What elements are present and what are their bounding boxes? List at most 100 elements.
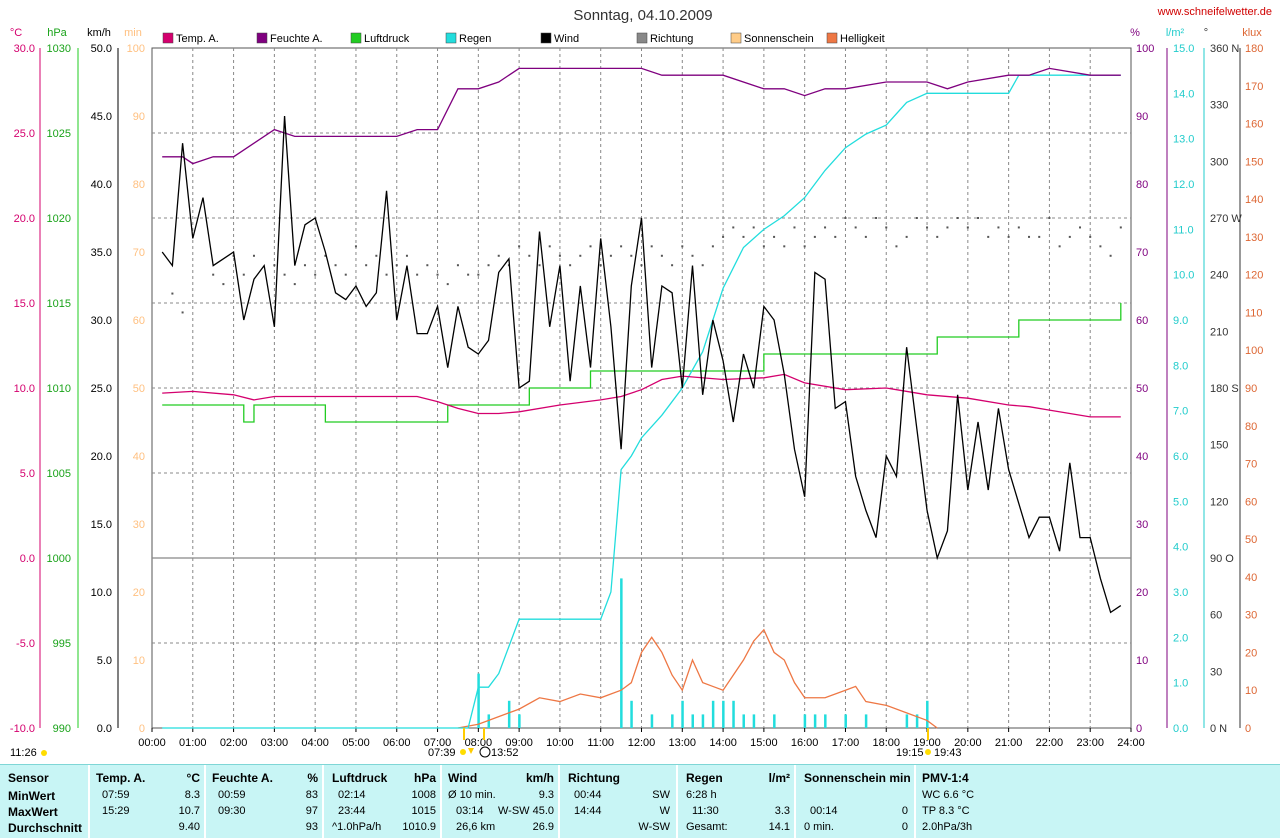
direction-point [650, 245, 653, 248]
direction-point [354, 245, 357, 248]
direction-point [283, 273, 286, 276]
direction-point [538, 264, 541, 267]
rain-axis-tick: 0.0 [1173, 723, 1188, 735]
sun-axis-tick: 30 [133, 519, 145, 531]
direction-point [487, 264, 490, 267]
wind-axis-unit: km/h [87, 27, 111, 39]
direction-point [1089, 235, 1092, 238]
rain-axis-tick: 13.0 [1173, 134, 1194, 146]
direction-point [885, 226, 888, 229]
direction-point [344, 273, 347, 276]
direction-point [477, 273, 480, 276]
humidity-axis-unit: % [1130, 27, 1140, 39]
lux-axis-tick: 130 [1245, 232, 1263, 244]
pressure-max-time: 23:44 [338, 805, 366, 817]
direction-header: Richtung [568, 771, 620, 785]
rain-axis-unit: l/m² [1166, 27, 1185, 39]
rain-axis-tick: 4.0 [1173, 542, 1188, 554]
regen-line [162, 74, 1121, 729]
time-tick: 10:00 [546, 737, 574, 749]
stats-wind: Wind km/h Ø 10 min. 9.3 03:14 W-SW 45.0 … [440, 765, 560, 838]
direction-point [1007, 235, 1010, 238]
direction-point [558, 254, 561, 257]
lux-axis-tick: 170 [1245, 81, 1263, 93]
pressure-avg-value: 1010.9 [402, 821, 436, 833]
sunshine-total-label: 0 min. [804, 821, 834, 833]
temp-axis-tick: 25.0 [14, 128, 35, 140]
rain-duration: 6:28 h [686, 789, 717, 801]
sun-moon-marks: 11:26 07:39 13:52 19:15 19:43 [10, 728, 962, 759]
humidity-axis-tick: 60 [1136, 315, 1148, 327]
direction-point [589, 245, 592, 248]
direction-point [1058, 245, 1061, 248]
direction-point [416, 273, 419, 276]
time-tick: 00:00 [138, 737, 166, 749]
luftdruck-line [162, 303, 1122, 423]
rain-bar [905, 714, 909, 728]
direction-point [375, 254, 378, 257]
wind-avg-value: 26.9 [532, 821, 554, 833]
direction-axis-tick: 150 [1210, 440, 1228, 452]
legend-swatch [256, 32, 268, 44]
lux-axis-tick: 40 [1245, 572, 1257, 584]
stats-labels: Sensor MinWert MaxWert Durchschnitt [0, 765, 88, 838]
time-tick: 20:00 [954, 737, 982, 749]
wind-axis-tick: 40.0 [91, 179, 112, 191]
direction-point [303, 264, 306, 267]
rain-axis-tick: 1.0 [1173, 678, 1188, 690]
lux-axis-tick: 60 [1245, 496, 1257, 508]
rain-bar [477, 673, 480, 728]
direction-point [742, 235, 745, 238]
direction-point [1068, 235, 1071, 238]
direction-point [181, 311, 184, 314]
rain-bar [507, 700, 511, 728]
time-tick: 15:00 [750, 737, 778, 749]
direction-point [1028, 235, 1031, 238]
site-link[interactable]: www.schneifelwetter.de [1157, 6, 1272, 18]
legend-swatch [826, 32, 838, 44]
direction-axis-tick: 240 [1210, 270, 1228, 282]
temp-avg-value: 9.40 [178, 821, 200, 833]
statistics-panel: Sensor MinWert MaxWert Durchschnitt Temp… [0, 764, 1280, 838]
avg-label: Durchschnitt [8, 821, 83, 835]
moonrise-time: 19:43 [934, 747, 962, 759]
sun-axis-tick: 80 [133, 179, 145, 191]
weather-chart: Sonntag, 04.10.2009 www.schneifelwetter.… [9, 6, 1272, 759]
pressure-axis-tick: 990 [53, 723, 71, 735]
direction-point [599, 264, 602, 267]
time-tick: 07:00 [424, 737, 452, 749]
direction-point [691, 254, 694, 257]
direction-point [732, 226, 735, 229]
direction-point [365, 264, 368, 267]
sunset-time: 19:15 [896, 747, 924, 759]
direction-point [701, 264, 704, 267]
direction-point [1099, 245, 1102, 248]
legend-label: Sonnenschein [744, 33, 814, 45]
rain-bar [691, 714, 694, 728]
rain-axis-tick: 12.0 [1173, 179, 1194, 191]
time-tick: 01:00 [179, 737, 207, 749]
wind-axis-tick: 45.0 [91, 111, 112, 123]
sun-axis-tick: 100 [127, 43, 145, 55]
direction-axis-tick: 30 [1210, 666, 1222, 678]
temp-axis-tick: 20.0 [14, 213, 35, 225]
moon-icon [41, 750, 47, 756]
direction-point [242, 273, 245, 276]
temp-min-value: 8.3 [184, 789, 200, 801]
direction-point [426, 264, 429, 267]
humidity-axis-tick: 20 [1136, 587, 1148, 599]
direction-point [915, 217, 918, 219]
direction-point [252, 254, 255, 257]
stats-temp: Temp. A. °C 07:59 8.3 15:29 10.7 9.40 [88, 765, 206, 838]
stats-direction: Richtung 00:44 SW 14:44 W W-SW [558, 765, 678, 838]
wind-line [161, 115, 1122, 614]
direction-point [926, 226, 929, 229]
humidity-axis-tick: 70 [1136, 247, 1148, 259]
stats-sunshine: Sonnenschein min 00:14 0 0 min. 0 [794, 765, 916, 838]
wind-axis-tick: 30.0 [91, 315, 112, 327]
rain-bar [742, 714, 745, 728]
time-tick: 02:00 [220, 737, 248, 749]
direction-point [518, 245, 521, 248]
rain-bar [711, 700, 715, 728]
direction-point [722, 235, 725, 238]
